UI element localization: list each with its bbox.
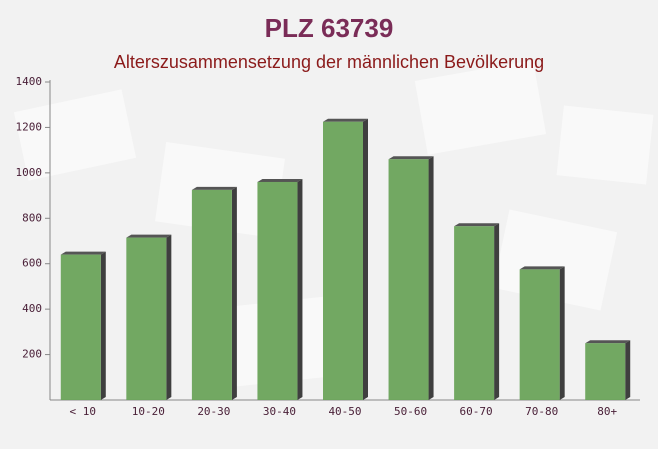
x-tick-label: 70-80: [525, 405, 558, 418]
bar: [126, 237, 167, 400]
y-tick-label: 1000: [16, 166, 43, 179]
bar-top: [323, 118, 368, 122]
bar-side: [363, 118, 368, 400]
bar-top: [519, 266, 565, 270]
bar-side: [297, 178, 303, 400]
bar: [388, 159, 429, 400]
bar-top: [191, 186, 237, 190]
bar-side: [625, 340, 631, 400]
bar-side: [559, 266, 565, 400]
x-tick-label: 50-60: [394, 405, 427, 418]
x-tick-label: 80+: [597, 405, 617, 418]
x-tick-label: 60-70: [460, 405, 493, 418]
bar-side: [494, 223, 500, 400]
bar: [60, 254, 101, 400]
x-tick-label: 30-40: [263, 405, 296, 418]
bar: [257, 181, 298, 400]
bar-side: [100, 251, 106, 400]
x-tick-label: < 10: [70, 405, 97, 418]
bar-top: [257, 178, 303, 182]
y-tick-label: 200: [22, 348, 42, 361]
y-tick-label: 400: [22, 302, 42, 315]
x-tick-label: 10-20: [132, 405, 165, 418]
bar-top: [60, 251, 106, 255]
bar-side: [166, 234, 172, 400]
chart-subtitle: Alterszusammensetzung der männlichen Bev…: [114, 52, 544, 72]
bar-side: [231, 186, 237, 400]
bar-top: [585, 340, 631, 344]
bar-top: [126, 234, 172, 238]
x-tick-label: 20-30: [197, 405, 230, 418]
bar-side: [428, 156, 434, 400]
bar: [585, 343, 626, 400]
bar: [323, 121, 363, 400]
bar-top: [454, 223, 500, 227]
chart-title: PLZ 63739: [265, 13, 394, 43]
bar: [519, 269, 560, 400]
x-tick-label: 40-50: [328, 405, 361, 418]
bar: [454, 226, 495, 400]
y-tick-label: 800: [22, 211, 42, 224]
y-tick-label: 1200: [16, 120, 43, 133]
bar-top: [388, 156, 434, 160]
bar: [191, 189, 232, 400]
y-tick-label: 600: [22, 257, 42, 270]
y-tick-label: 1400: [16, 75, 43, 88]
